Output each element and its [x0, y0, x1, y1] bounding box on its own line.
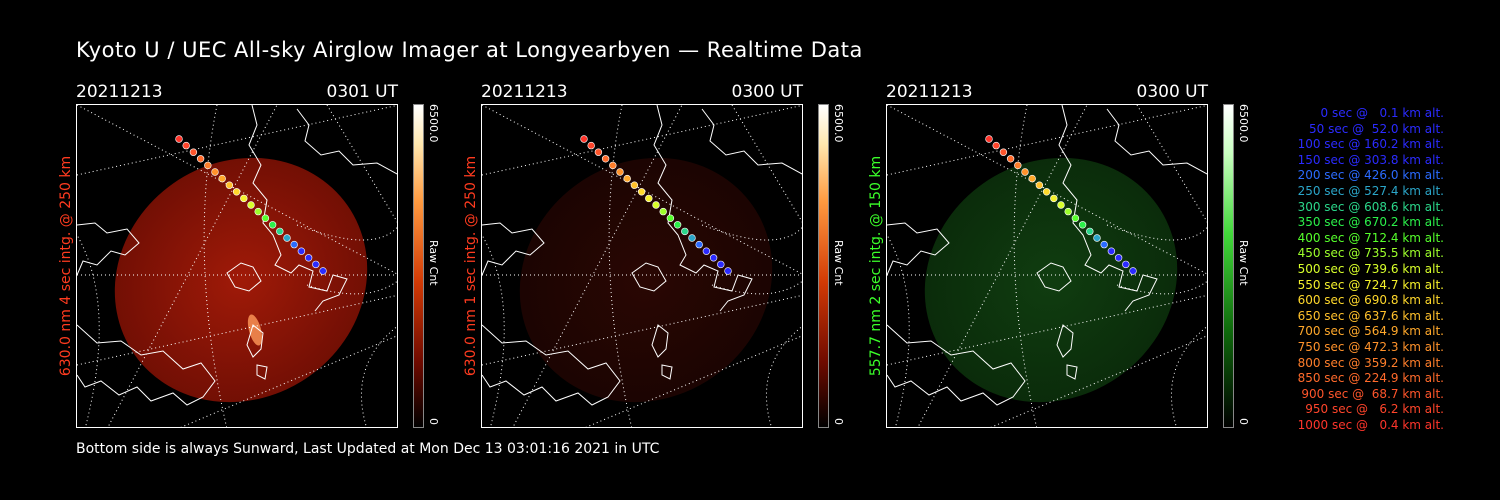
legend-row: 1000 sec @ 0.4 km alt.: [1297, 417, 1444, 432]
panel-1-cbar-unit: Raw Cnt: [427, 240, 440, 286]
legend-row: 700 sec @ 564.9 km alt.: [1297, 324, 1444, 339]
panel-2-colorbar: [818, 104, 829, 428]
panel-2-cbar-unit: Raw Cnt: [832, 240, 845, 286]
panel-1-cbar-min: 0: [427, 418, 440, 425]
legend-row: 50 sec @ 52.0 km alt.: [1309, 121, 1444, 136]
panel-2-cbar-max: 6500.0: [832, 104, 845, 143]
panel-2-time: 0300 UT: [731, 82, 804, 102]
panel-2-image: [481, 104, 803, 428]
legend-row: 650 sec @ 637.6 km alt.: [1297, 308, 1444, 323]
trajectory-legend: 0 sec @ 0.1 km alt. 50 sec @ 52.0 km alt.…: [1262, 106, 1444, 433]
legend-row: 200 sec @ 426.0 km alt.: [1297, 168, 1444, 183]
legend-row: 900 sec @ 68.7 km alt.: [1301, 386, 1444, 401]
panel-1-time: 0301 UT: [326, 82, 399, 102]
legend-row: 800 sec @ 359.2 km alt.: [1297, 355, 1444, 370]
page-title: Kyoto U / UEC All-sky Airglow Imager at …: [76, 38, 863, 62]
legend-row: 600 sec @ 690.8 km alt.: [1297, 293, 1444, 308]
panel-2-ylabel: 630.0 nm 1 sec intg. @ 250 km: [463, 155, 479, 377]
legend-row: 350 sec @ 670.2 km alt.: [1297, 215, 1444, 230]
panel-2-map: [482, 105, 802, 427]
legend-row: 0 sec @ 0.1 km alt.: [1320, 106, 1445, 120]
panel-3-date: 20211213: [886, 82, 973, 102]
panel-3-time: 0300 UT: [1136, 82, 1209, 102]
panel-3-cbar-min: 0: [1237, 418, 1250, 425]
legend-row: 850 sec @ 224.9 km alt.: [1297, 371, 1444, 386]
legend-row: 400 sec @ 712.4 km alt.: [1297, 230, 1444, 245]
panel-3-map: [887, 105, 1207, 427]
legend-row: 300 sec @ 608.6 km alt.: [1297, 199, 1444, 214]
panel-2-cbar-min: 0: [832, 418, 845, 425]
legend-row: 500 sec @ 739.6 km alt.: [1297, 261, 1444, 276]
legend-row: 750 sec @ 472.3 km alt.: [1297, 339, 1444, 354]
panel-1-image: [76, 104, 398, 428]
legend-row: 150 sec @ 303.8 km alt.: [1297, 152, 1444, 167]
footer-note: Bottom side is always Sunward, Last Upda…: [76, 441, 660, 457]
legend-row: 550 sec @ 724.7 km alt.: [1297, 277, 1444, 292]
panel-3-ylabel: 557.7 nm 2 sec intg. @ 150 km: [868, 155, 884, 377]
legend-row: 100 sec @ 160.2 km alt.: [1297, 137, 1444, 152]
panel-1-cbar-max: 6500.0: [427, 104, 440, 143]
panel-3-cbar-unit: Raw Cnt: [1237, 240, 1250, 286]
panel-1-map: [77, 105, 397, 427]
panel-1-ylabel: 630.0 nm 4 sec intg. @ 250 km: [58, 155, 74, 377]
panel-2-date: 20211213: [481, 82, 568, 102]
legend-row: 250 sec @ 527.4 km alt.: [1297, 183, 1444, 198]
panel-1-date: 20211213: [76, 82, 163, 102]
panel-1-colorbar: [413, 104, 424, 428]
panel-3-cbar-max: 6500.0: [1237, 104, 1250, 143]
panel-3-colorbar: [1223, 104, 1234, 428]
legend-row: 950 sec @ 6.2 km alt.: [1305, 402, 1444, 417]
legend-row: 450 sec @ 735.5 km alt.: [1297, 246, 1444, 261]
panel-3-image: [886, 104, 1208, 428]
